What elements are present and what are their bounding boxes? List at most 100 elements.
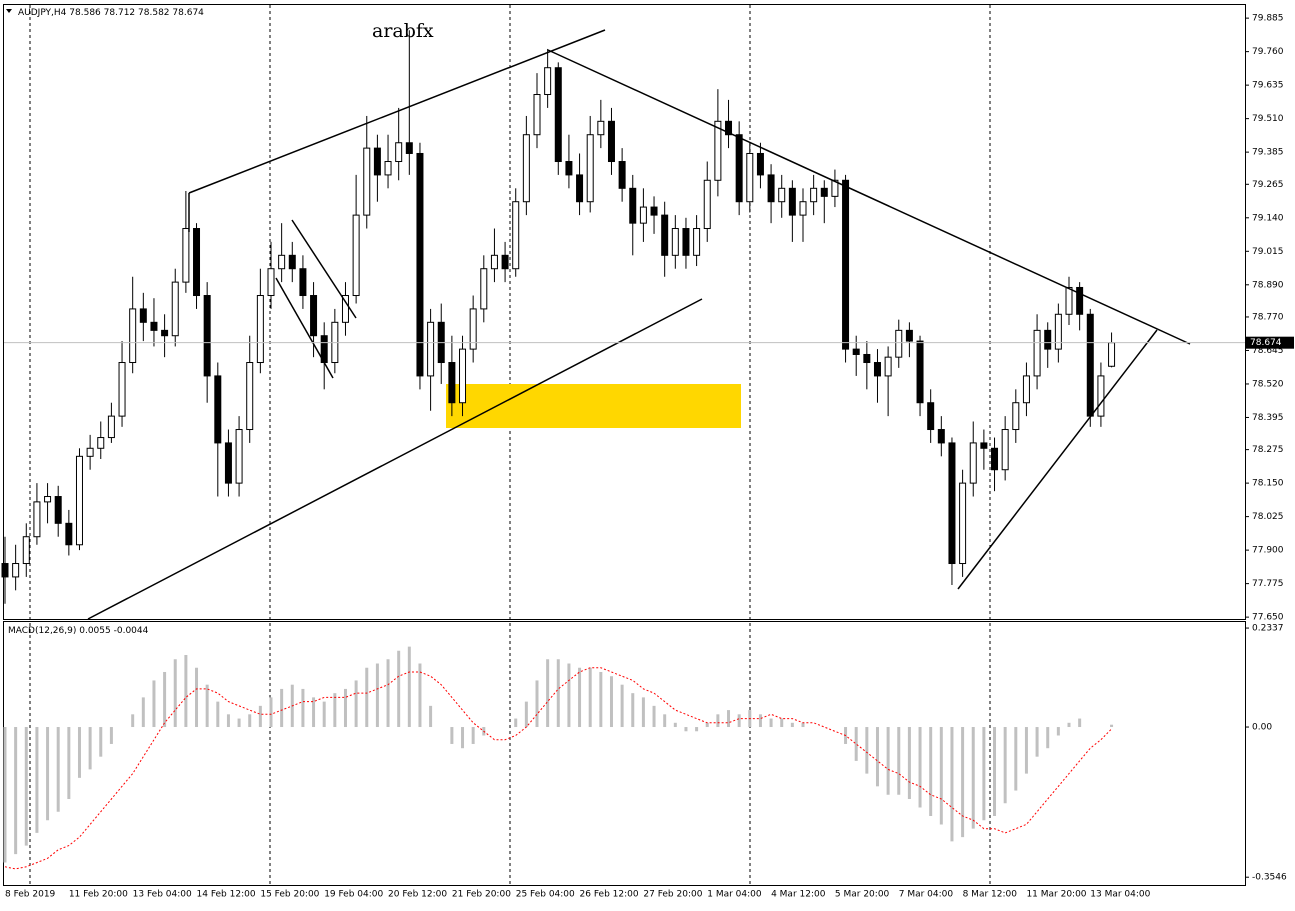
candle-body [75, 455, 83, 546]
macd-signal: -0.0044 [114, 626, 149, 636]
y-tick-label: 78.275 [1252, 445, 1284, 455]
candle-body [235, 429, 243, 484]
candle-body [927, 402, 935, 431]
candle-body [161, 329, 169, 337]
candle-body [650, 206, 658, 216]
candle-body [22, 536, 30, 565]
y-tick-label: 79.015 [1252, 247, 1284, 257]
candle-body [586, 134, 594, 203]
candle-body [107, 415, 115, 439]
candle-body [299, 268, 307, 297]
candle-body [895, 329, 903, 358]
macd-signal-line [4, 667, 1112, 870]
candle-body [405, 142, 413, 154]
trendline [275, 277, 334, 379]
candle-body [948, 442, 956, 565]
header: AUDJPY,H4 78.586 78.712 78.582 78.674 [18, 8, 204, 18]
y-tick-label: 78.395 [1252, 413, 1284, 423]
x-tick-label: 5 Mar 20:00 [835, 890, 890, 900]
candle-body [267, 268, 275, 297]
candle-body [384, 161, 392, 176]
y-tick-label: 77.775 [1252, 579, 1284, 589]
candle-body [842, 179, 850, 350]
candle-body [544, 67, 552, 96]
candle-body [1108, 342, 1116, 367]
candle-body [352, 214, 360, 297]
candle-body [1022, 375, 1030, 404]
low: 78.582 [138, 8, 170, 18]
candle-body [501, 254, 509, 270]
candle-body [395, 142, 403, 163]
candle-body [203, 295, 211, 377]
x-tick-label: 19 Feb 04:00 [324, 890, 383, 900]
candle-body [1044, 329, 1052, 350]
y-tick-label: 79.265 [1252, 180, 1284, 190]
candle-body [512, 201, 520, 270]
candle-body [639, 206, 647, 224]
y2-tick-label: 0.00 [1252, 723, 1272, 733]
trendline [957, 329, 1158, 590]
high: 78.712 [104, 8, 136, 18]
close: 78.674 [172, 8, 204, 18]
candle-body [33, 501, 41, 538]
y-tick-label: 78.645 [1252, 346, 1284, 356]
price-label: 78.674 [1250, 338, 1282, 348]
candle-body [12, 563, 20, 578]
x-tick-label: 8 Mar 12:00 [963, 890, 1018, 900]
candle-body [778, 187, 786, 203]
candle-body [214, 375, 222, 444]
macd-name: MACD(12,26,9) [8, 626, 76, 636]
x-tick-label: 27 Feb 20:00 [643, 890, 702, 900]
candle-body [661, 214, 669, 256]
x-tick-label: 7 Mar 04:00 [899, 890, 954, 900]
candle-body [820, 187, 828, 197]
trendline [291, 219, 357, 319]
candle-body [693, 228, 701, 256]
candle-body [480, 268, 488, 310]
y-tick-label: 78.770 [1252, 312, 1284, 322]
zone-rectangle [446, 384, 741, 428]
x-tick-label: 26 Feb 12:00 [580, 890, 639, 900]
candle-body [139, 308, 147, 323]
symbol: AUDJPY,H4 [18, 8, 67, 18]
main-pane-border [3, 4, 1246, 620]
y-tick-label: 79.385 [1252, 148, 1284, 158]
x-tick-label: 11 Feb 20:00 [69, 890, 128, 900]
candle-body [288, 254, 296, 270]
candle-body [746, 152, 754, 203]
candle-body [118, 362, 126, 417]
candle-body [873, 362, 881, 377]
candle-body [416, 152, 424, 377]
candle-body [193, 228, 201, 297]
candle-body [1076, 286, 1084, 315]
candle-body [735, 134, 743, 203]
candle-body [916, 340, 924, 404]
trendline [188, 29, 606, 194]
candle-body [44, 496, 52, 503]
candle-body [671, 228, 679, 256]
candle-body [310, 295, 318, 337]
candle-body [905, 329, 913, 342]
y-tick-label: 78.890 [1252, 280, 1284, 290]
candle-body [522, 134, 530, 203]
candle-body [980, 442, 988, 449]
candle-body [1054, 313, 1062, 350]
y-tick-label: 79.140 [1252, 213, 1284, 223]
candle-body [54, 496, 62, 524]
y2-tick-label: 0.2337 [1252, 624, 1284, 634]
y-tick-label: 79.760 [1252, 47, 1284, 57]
candle-body [629, 187, 637, 224]
candle-body [1097, 375, 1105, 417]
candle-body [884, 356, 892, 377]
annotation: arabfx [372, 20, 434, 42]
candle-body [682, 228, 690, 256]
x-tick-label: 15 Feb 20:00 [260, 890, 319, 900]
candle-body [533, 94, 541, 136]
y2-tick-label: -0.3546 [1252, 873, 1287, 883]
candle-body [373, 147, 381, 176]
candle-body [86, 447, 94, 457]
candle-body [224, 442, 232, 484]
y-tick-label: 79.635 [1252, 81, 1284, 91]
candle-body [150, 321, 158, 331]
